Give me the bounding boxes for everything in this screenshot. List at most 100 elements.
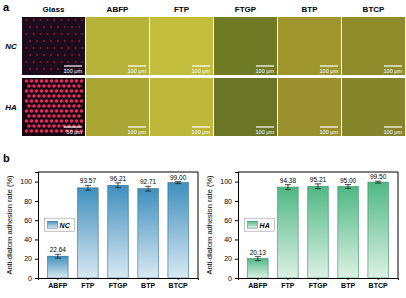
cell-dot [80, 119, 84, 123]
cell-dot [57, 68, 59, 70]
error-cap [85, 190, 91, 191]
micrograph [22, 17, 85, 75]
y-tick: 60 [24, 217, 38, 224]
y-axis-line [35, 173, 39, 279]
micrograph [278, 17, 341, 75]
cell-dot [35, 119, 39, 123]
error-cap [255, 260, 261, 261]
cell-dot [43, 26, 45, 28]
cell-dot [37, 84, 41, 88]
micrograph [342, 78, 405, 136]
x-tick-mark [57, 278, 58, 280]
cell-dot [29, 26, 31, 28]
cell-dot [40, 19, 42, 21]
cell-dot [62, 104, 66, 108]
cell-dot [68, 19, 70, 21]
cell-dot [70, 109, 74, 113]
x-tick-label: BTP [141, 282, 155, 289]
row-label: HA [5, 103, 17, 112]
row-label: NC [5, 42, 17, 51]
bar [138, 189, 158, 278]
cell-dot [55, 89, 59, 93]
data-label: 95.21 [310, 176, 327, 183]
legend-swatch [48, 221, 58, 228]
micrograph [86, 78, 149, 136]
error-bar [375, 181, 381, 183]
cell-dot [32, 104, 36, 108]
scale-bar-label: 100 μm [384, 68, 403, 74]
x-tick: FTGP [309, 278, 328, 289]
micrograph [214, 17, 277, 75]
micrograph [22, 78, 85, 136]
y-tick-label: 60 [224, 217, 232, 224]
cell-dot [52, 84, 56, 88]
cell-dot [26, 47, 28, 49]
data-label: 92.71 [140, 178, 157, 185]
error-cap [115, 182, 121, 183]
cell-dot [27, 94, 31, 98]
x-tick-label: ABFP [248, 282, 267, 289]
x-tick: ABFP [48, 278, 67, 289]
cell-dot [40, 99, 44, 103]
cell-dot [62, 84, 66, 88]
y-tick-mark [35, 259, 38, 260]
cell-dot [61, 33, 63, 35]
error-cap [85, 185, 91, 186]
column-label: BTCP [363, 5, 385, 14]
y-axis-title: Anti-diatom adhesion rate (%) [205, 175, 214, 275]
cell-dot [77, 114, 81, 118]
cell-dot [27, 104, 31, 108]
cell-dot [36, 54, 38, 56]
error-stem [118, 183, 119, 188]
cell-dot [75, 47, 77, 49]
x-axis-line [239, 279, 399, 281]
cell-dot [60, 79, 64, 83]
x-tick-label: BTP [341, 282, 355, 289]
cell-dot [33, 61, 35, 63]
cell-dot [45, 79, 49, 83]
cell-dot [72, 104, 76, 108]
cell-dot [67, 84, 71, 88]
cell-dot [35, 99, 39, 103]
cell-dot [36, 68, 38, 70]
cell-dot [25, 89, 29, 93]
y-tick: 80 [24, 198, 38, 205]
cell-dot [42, 114, 46, 118]
y-tick-label: 0 [228, 275, 232, 282]
legend: NC [45, 218, 75, 231]
cell-dot [25, 119, 29, 123]
x-tick-label: BTCP [369, 282, 388, 289]
bar [308, 186, 328, 278]
legend: HA [245, 218, 275, 231]
cell-dot [45, 119, 49, 123]
cell-dot [54, 61, 56, 63]
cell-dot [72, 84, 76, 88]
x-tick: BTCP [369, 278, 388, 289]
cell-dot [50, 119, 54, 123]
cell-dot [40, 33, 42, 35]
x-tick: FTGP [109, 278, 128, 289]
cell-dot [54, 47, 56, 49]
x-tick-mark [348, 278, 349, 280]
x-axis: ABFP FTP FTGP BTP BTCP [39, 278, 199, 289]
x-tick-label: FTP [81, 282, 95, 289]
error-bar [55, 254, 61, 258]
cell-dot [60, 119, 64, 123]
data-label: 96.21 [110, 175, 127, 182]
cell-dot [67, 114, 71, 118]
cell-dot [33, 19, 35, 21]
error-stem [348, 185, 349, 189]
cell-dot [55, 119, 59, 123]
cell-dot [75, 61, 77, 63]
error-cap [255, 256, 261, 257]
cell-dot [42, 104, 46, 108]
cell-dot [27, 84, 31, 88]
x-tick-label: BTCP [169, 282, 188, 289]
micrograph [214, 78, 277, 136]
cell-dot [75, 19, 77, 21]
cell-dot [77, 104, 81, 108]
y-tick: 0 [228, 275, 238, 282]
cell-dot [52, 114, 56, 118]
scale-bar-label: 100 μm [192, 129, 211, 135]
y-tick-label: 100 [20, 178, 32, 185]
